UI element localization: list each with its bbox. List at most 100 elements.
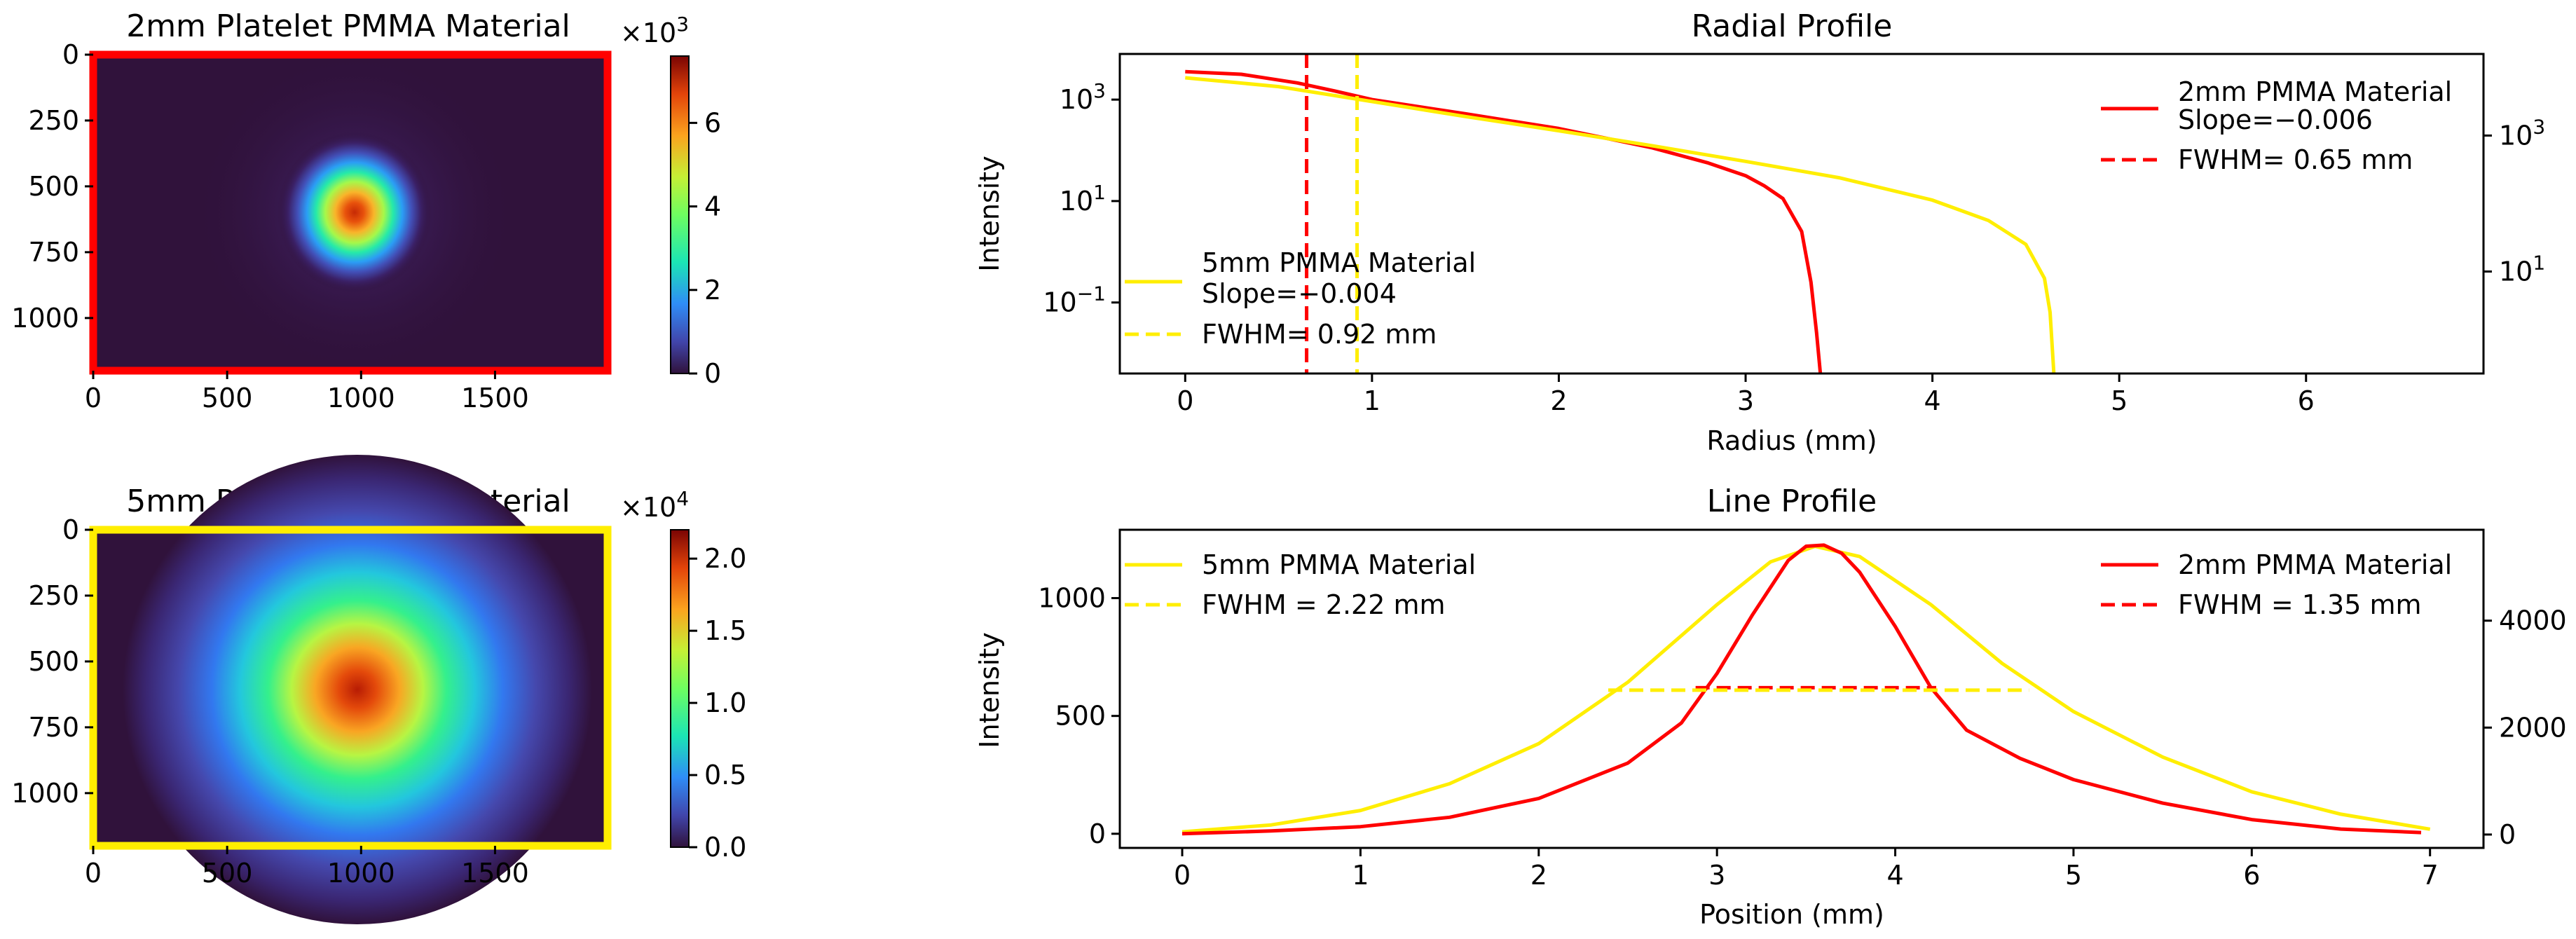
heatmap-5mm-x-axis: 0 500 1000 1500 [85, 846, 529, 889]
line-profile-frame [1118, 528, 2485, 849]
legend-lp-5mm-label: 5mm PMMA Material [1202, 549, 1476, 580]
x-tick-label: 1500 [461, 383, 529, 413]
heatmap-5mm-colorbar: ×104 0.0 0.5 1.0 1.5 2.0 [620, 487, 746, 863]
x-tick-label: 500 [202, 383, 253, 413]
heatmap-2mm-title: 2mm Platelet PMMA Material [126, 8, 570, 44]
line-profile-legend-right: 2mm PMMA Material FWHM = 1.35 mm [2101, 549, 2452, 620]
right-y-tick-label: 101 [2499, 251, 2545, 287]
x-tick-label: 2 [1530, 860, 1547, 891]
colorbar-5mm-offset-exp: 4 [676, 487, 689, 510]
x-tick-label: 5 [2111, 385, 2128, 416]
colorbar-tick-label: 2.0 [704, 543, 746, 574]
x-tick-label: 1000 [327, 858, 395, 889]
legend-5mm-label: 5mm PMMA Material [1202, 247, 1476, 278]
line-profile-legend-left: 5mm PMMA Material FWHM = 2.22 mm [1125, 549, 1476, 620]
x-tick-label: 500 [202, 858, 253, 889]
y-tick-label: 0 [62, 514, 79, 545]
radial-profile-left-y-axis: 103 101 10−1 [1043, 79, 1120, 318]
colorbar-tick-label: 1.0 [704, 687, 746, 718]
y-tick-label: 0 [62, 39, 79, 70]
radial-profile-frame [1118, 53, 2485, 375]
radial-profile-chart: Radial Profile 0 1 2 3 4 5 6 103 101 10−1 103 101… [974, 8, 2545, 456]
legend-2mm-slope: Slope=−0.006 [2178, 104, 2373, 135]
x-tick-label: 3 [1708, 860, 1725, 891]
legend-2mm-label: 2mm PMMA Material [2178, 76, 2452, 107]
heatmap-2mm-colorbar: ×103 0 2 4 6 [620, 13, 721, 389]
line-profile-left-y-axis: 0 500 1000 [1038, 583, 1120, 849]
x-tick-label: 1000 [327, 383, 395, 413]
radial-profile-right-y-axis: 103 101 [2483, 115, 2545, 287]
line-profile-title: Line Profile [1707, 484, 1877, 519]
radial-profile-ylabel: Intensity [974, 156, 1005, 271]
radial-profile-title: Radial Profile [1692, 8, 1893, 44]
y-tick-label: 250 [28, 580, 79, 611]
heatmap-2mm-spot [278, 132, 432, 293]
x-tick-label: 1500 [461, 858, 529, 889]
colorbar-2mm-ticks: 0 2 4 6 [689, 107, 721, 389]
colorbar-tick-label: 6 [704, 107, 721, 138]
y-tick-label: 0 [1089, 818, 1106, 849]
heatmap-2mm: 2mm Platelet PMMA Material 0 250 500 750 100… [11, 8, 721, 413]
x-tick-label: 4 [1924, 385, 1941, 416]
legend-2mm-fwhm: FWHM= 0.65 mm [2178, 144, 2413, 175]
line-profile-right-y-axis: 0 2000 4000 [2483, 605, 2567, 850]
x-tick-label: 0 [85, 858, 102, 889]
y-tick-label: 101 [1060, 181, 1106, 217]
colorbar-tick-label: 0 [704, 358, 721, 389]
radial-profile-legend-left: 5mm PMMA Material Slope=−0.004 FWHM= 0.9… [1125, 247, 1476, 350]
heatmap-5mm: 5mm Platelet PMMA Material 0250500750100… [11, 455, 746, 924]
y-tick-label: 1000 [11, 778, 79, 809]
line-profile-chart: Line Profile 0 1 2 3 4 5 6 7 0 5 0 0 1000 0 2000 4000… [974, 484, 2567, 930]
x-tick-label: 2 [1550, 385, 1567, 416]
colorbar-5mm-ticks: 0.0 0.5 1.0 1.5 2.0 [689, 543, 746, 863]
y-tick-label: 500 [28, 171, 79, 202]
x-tick-label: 1 [1352, 860, 1369, 891]
legend-5mm-fwhm: FWHM= 0.92 mm [1202, 319, 1437, 350]
x-tick-label: 5 [2065, 860, 2082, 891]
right-y-tick-label: 103 [2499, 115, 2545, 151]
radial-profile-x-axis: 0 1 2 3 4 5 6 [1177, 373, 2315, 416]
x-tick-label: 0 [85, 383, 102, 413]
radial-5mm-curve [1185, 76, 2056, 374]
heatmap-2mm-x-axis: 0 500 1000 1500 [85, 371, 529, 413]
colorbar-5mm-offset-base: ×10 [620, 492, 676, 523]
line-profile-xlabel: Position (mm) [1699, 899, 1884, 930]
line-profile-x-axis: 0 1 2 3 4 5 6 7 [1174, 848, 2439, 891]
y-tick-label: 1000 [11, 303, 79, 334]
colorbar-2mm-offset-base: ×10 [620, 18, 676, 48]
x-tick-label: 0 [1174, 860, 1191, 891]
legend-lp-5mm-fwhm: FWHM = 2.22 mm [1202, 589, 1446, 620]
radial-profile-xlabel: Radius (mm) [1706, 425, 1877, 456]
heatmap-5mm-frame [89, 526, 612, 850]
x-tick-label: 6 [2298, 385, 2315, 416]
colorbar-5mm-gradient [670, 529, 690, 848]
legend-lp-2mm-fwhm: FWHM = 1.35 mm [2178, 589, 2422, 620]
heatmap-2mm-y-axis: 0 250 500 750 1000 [11, 39, 93, 334]
line-2mm-curve [1181, 543, 2422, 836]
colorbar-tick-label: 0.5 [704, 760, 746, 790]
y-tick-label: 103 [1060, 79, 1106, 115]
heatmap-5mm-y-axis: 0 250 500 750 1000 [11, 514, 93, 809]
colorbar-tick-label: 4 [704, 191, 721, 222]
x-tick-label: 1 [1364, 385, 1381, 416]
line-profile-ylabel: Intensity [974, 632, 1005, 748]
x-tick-label: 6 [2243, 860, 2260, 891]
colorbar-2mm-gradient [670, 55, 690, 374]
legend-5mm-slope: Slope=−0.004 [1202, 278, 1397, 309]
radial-profile-legend-right: 2mm PMMA Material Slope=−0.006 FWHM= 0.6… [2101, 76, 2452, 175]
y-tick-label: 750 [28, 712, 79, 743]
y-tick-label: 250 [28, 105, 79, 136]
x-tick-label: 4 [1886, 860, 1903, 891]
x-tick-label: 7 [2422, 860, 2439, 891]
radial-2mm-curve [1185, 69, 1823, 374]
radial-profile-series [1185, 54, 2056, 374]
right-y-tick-label: 0 [2499, 819, 2516, 850]
colorbar-tick-label: 0.0 [704, 832, 746, 863]
colorbar-2mm-offset-exp: 3 [676, 13, 689, 36]
colorbar-2mm-offset: ×103 [620, 13, 689, 48]
legend-lp-2mm-label: 2mm PMMA Material [2178, 549, 2452, 580]
x-tick-label: 0 [1177, 385, 1193, 416]
y-tick-label: 1000 [1038, 583, 1106, 614]
y-tick-label: 750 [28, 237, 79, 268]
